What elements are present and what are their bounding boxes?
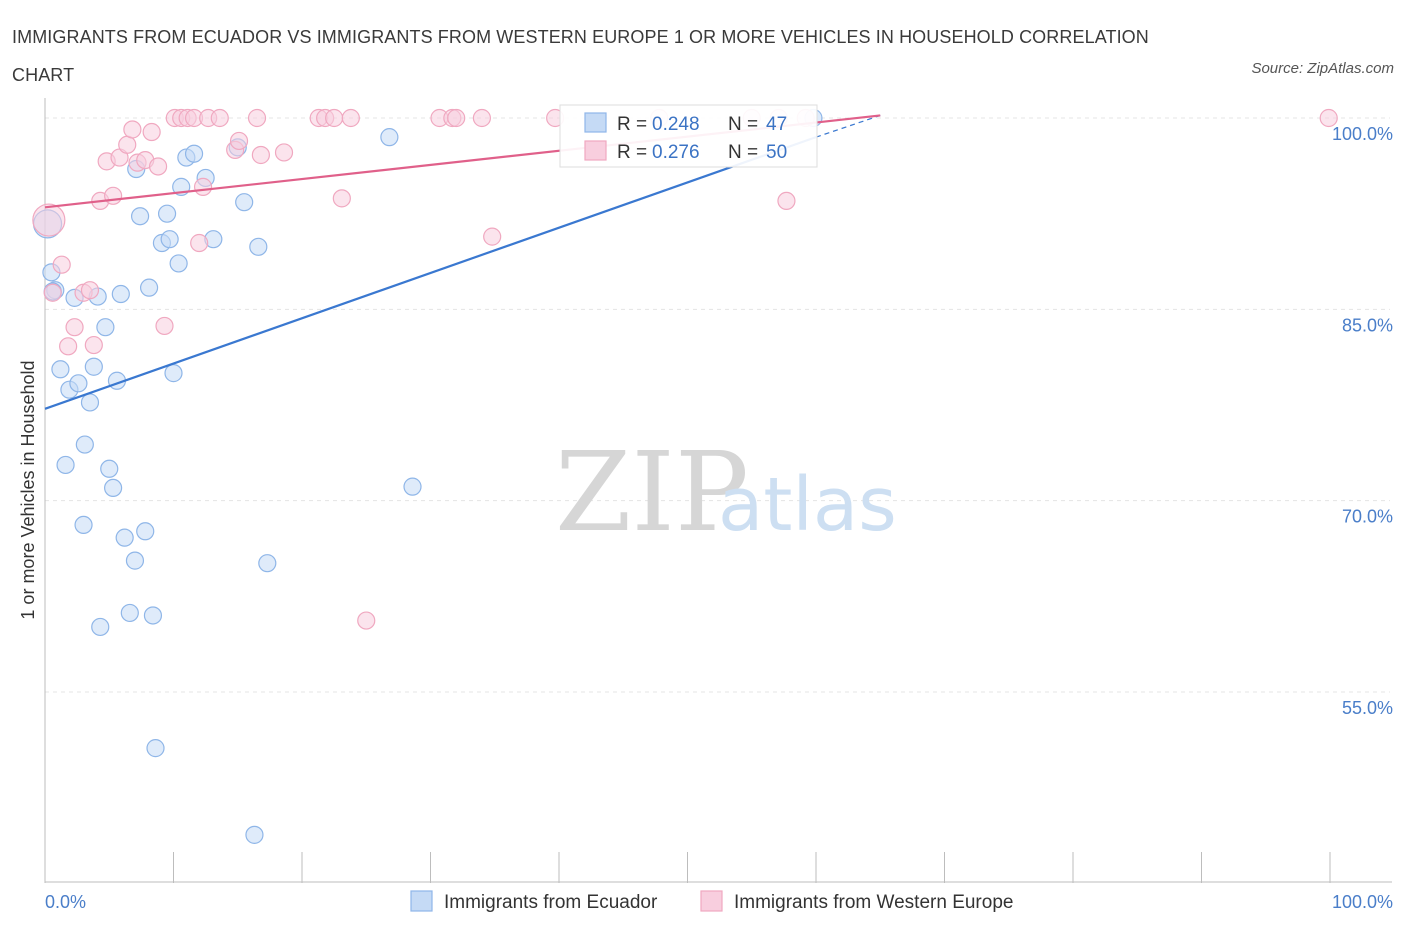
point-series0-23: [130, 207, 150, 226]
watermark-zip: ZIP: [555, 428, 749, 556]
point-series1-42: [472, 108, 491, 128]
point-series1-4: [65, 318, 84, 337]
point-series1-29: [247, 108, 267, 128]
y-tick-label-3: 55.0%: [1342, 698, 1393, 718]
point-series0-3: [51, 360, 70, 379]
point-series0-32: [169, 254, 188, 273]
series-legend-label-1: Immigrants from Western Europe: [734, 892, 1013, 913]
point-series1-10: [104, 186, 123, 205]
point-series1-12: [118, 135, 137, 154]
point-series0-44: [403, 477, 422, 496]
point-series1-13: [123, 120, 142, 139]
watermark: ZIP atlas: [555, 428, 897, 556]
x-tick-labels: 0.0% 100.0%: [45, 892, 1393, 912]
y-tick-label-1: 85.0%: [1342, 315, 1393, 335]
point-series1-40: [447, 108, 466, 128]
point-series0-39: [235, 193, 254, 212]
point-series1-31: [274, 143, 294, 162]
point-series1-36: [332, 189, 351, 208]
point-series1-0: [32, 203, 66, 237]
point-series0-24: [136, 522, 155, 541]
point-series1-18: [155, 316, 174, 336]
point-series1-23: [190, 233, 209, 253]
series-legend: Immigrants from Ecuador Immigrants from W…: [410, 890, 1013, 913]
point-series0-21: [125, 551, 145, 570]
y-tick-label-2: 70.0%: [1342, 507, 1393, 527]
point-series0-11: [84, 357, 103, 376]
point-series0-20: [120, 603, 139, 623]
point-series1-2: [52, 255, 71, 274]
point-series0-19: [115, 528, 134, 547]
stats-legend-n-value-0: 47: [766, 114, 787, 135]
point-series1-48: [777, 191, 796, 211]
point-series0-16: [104, 478, 123, 498]
point-series0-40: [249, 237, 268, 256]
source-label: Source: ZipAtlas.com: [1251, 60, 1394, 77]
trend-line-extension-series0: [815, 114, 881, 138]
stats-legend-r-value-1: 0.276: [652, 142, 700, 163]
point-series0-8: [74, 515, 93, 535]
stats-legend-swatch-1: [584, 140, 607, 161]
point-series0-13: [91, 617, 110, 637]
series-legend-swatch-0: [410, 890, 433, 912]
y-tick-label-0: 100.0%: [1332, 124, 1393, 144]
stats-legend: R = 0.248 N = 47 R = 0.276 N = 50: [559, 104, 818, 168]
point-series1-30: [251, 145, 270, 165]
stats-legend-n-value-1: 50: [766, 142, 787, 163]
point-series0-25: [139, 278, 159, 297]
point-series1-17: [148, 157, 168, 176]
point-series0-42: [258, 554, 277, 573]
point-series1-24: [193, 177, 213, 196]
point-series0-10: [80, 393, 100, 412]
x-tick-label-1: 100.0%: [1332, 892, 1393, 912]
point-series1-1: [43, 283, 62, 302]
stats-legend-swatch-0: [584, 112, 607, 133]
watermark-atlas: atlas: [718, 462, 897, 548]
point-series1-7: [84, 335, 103, 355]
point-series1-6: [80, 281, 100, 300]
point-series1-34: [325, 108, 344, 128]
point-series1-35: [341, 108, 360, 128]
point-series1-49: [1319, 108, 1338, 128]
point-series1-28: [229, 131, 249, 151]
y-tick-labels: 100.0% 85.0% 70.0% 55.0%: [1332, 124, 1393, 718]
stats-legend-r-label-1: R =: [617, 142, 647, 163]
point-series0-9: [75, 435, 94, 454]
point-series1-16: [142, 122, 161, 142]
point-series0-30: [160, 230, 179, 249]
point-series0-29: [157, 204, 177, 223]
trend-line-series0: [44, 136, 817, 410]
point-series0-14: [96, 318, 115, 337]
series-legend-swatch-1: [700, 890, 723, 912]
point-series0-43: [380, 128, 399, 147]
x-tick-label-0: 0.0%: [45, 892, 86, 912]
point-series1-26: [210, 108, 229, 128]
point-series0-18: [111, 284, 130, 304]
point-series0-41: [245, 825, 264, 844]
point-series1-37: [357, 611, 376, 630]
point-series1-3: [59, 337, 78, 356]
stats-legend-n-label-0: N =: [728, 114, 758, 135]
point-series0-7: [69, 374, 88, 393]
y-axis-label: 1 or more Vehicles in Household: [18, 360, 38, 619]
point-series0-35: [184, 144, 204, 163]
point-series0-27: [146, 739, 165, 758]
chart-title: IMMIGRANTS FROM ECUADOR VS IMMIGRANTS FR…: [12, 27, 1149, 85]
point-series0-26: [143, 606, 163, 625]
point-series0-15: [100, 459, 119, 478]
stats-legend-r-label-0: R =: [617, 114, 647, 135]
stats-legend-n-label-1: N =: [728, 142, 758, 163]
point-series1-41: [483, 227, 502, 246]
series-legend-label-0: Immigrants from Ecuador: [444, 892, 658, 913]
point-series0-31: [164, 364, 183, 383]
point-series0-4: [56, 455, 75, 475]
stats-legend-r-value-0: 0.248: [652, 114, 700, 135]
